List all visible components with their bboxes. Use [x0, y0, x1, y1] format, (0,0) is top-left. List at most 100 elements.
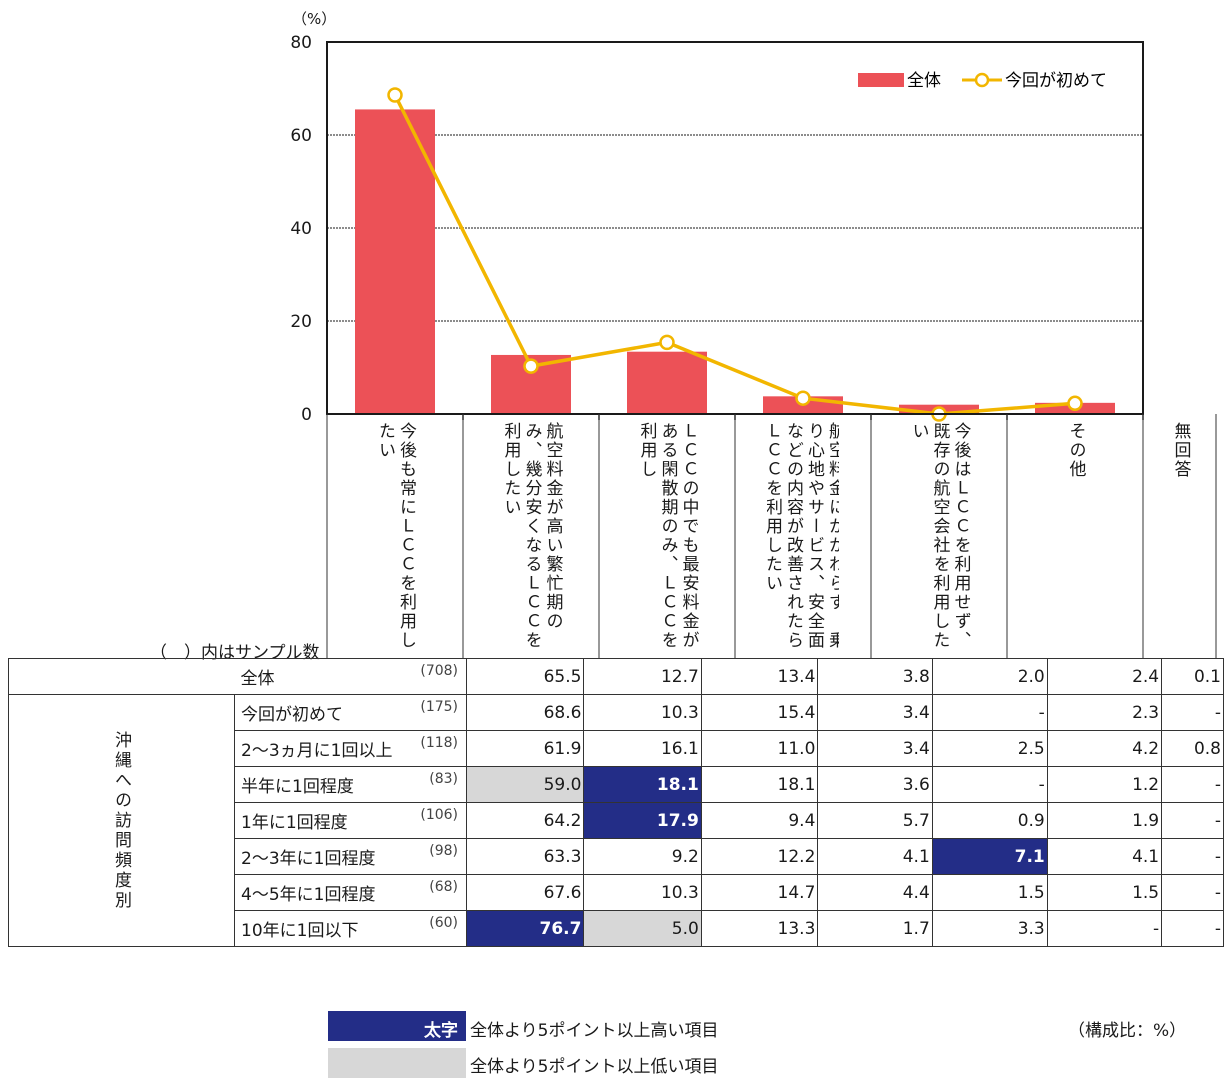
table-cell: -: [1161, 910, 1224, 947]
table-cell: -: [931, 694, 1048, 731]
column-header: 今後も常にＬＣＣを利用したい: [375, 422, 416, 650]
table-row: 2～3ヵ月に1回以上 (118) 61.9 16.1 11.0 3.4 2.5 4.2 0.8: [9, 730, 1224, 767]
column-header: 航空料金が高い繁忙期のみ、幾分安くなるＬＣＣを利用したい: [500, 422, 563, 650]
composition-note: （構成比：%）: [1068, 1021, 1187, 1041]
line-point: [795, 390, 811, 406]
table-cell: 2.5: [931, 730, 1048, 767]
y-tick-label: 0: [301, 405, 312, 425]
bars: [355, 109, 1115, 415]
table-cell: 9.4: [700, 802, 819, 839]
table-cell: -: [1161, 802, 1224, 839]
table-cell: 11.0: [700, 730, 819, 767]
row-count: (60): [396, 910, 468, 947]
row-count: (68): [396, 874, 468, 911]
row-label: 半年に1回程度: [233, 766, 397, 803]
row-label: 全体: [234, 658, 397, 695]
table-cell: 5.0: [583, 910, 702, 947]
row-count: (118): [396, 730, 468, 767]
row-label: 2～3年に1回程度: [233, 838, 397, 875]
y-unit-label: （%）: [292, 10, 336, 28]
table-row: 2～3年に1回程度 (98) 63.3 9.2 12.2 4.1 7.1 4.1-: [9, 838, 1224, 875]
table-cell: 16.1: [583, 730, 702, 767]
legend-low-swatch: [328, 1048, 466, 1078]
table-cell: 17.9: [583, 802, 702, 839]
table-cell: 13.4: [700, 658, 819, 695]
table-cell: 7.1: [931, 838, 1048, 875]
table-cell: 3.4: [817, 694, 933, 731]
table-row-total: 全体 (708) 65.5 12.7 13.4 3.8 2.0 2.4 0.1: [8, 658, 1224, 695]
table-cell: 3.4: [817, 730, 933, 767]
row-count: (708): [396, 658, 468, 695]
table-cell: 15.4: [700, 694, 819, 731]
table-cell: 10.3: [583, 694, 702, 731]
row-label: 10年に1回以下: [233, 910, 397, 947]
row-label: 1年に1回程度: [233, 802, 397, 839]
table-cell: 61.9: [466, 730, 585, 767]
table-cell: 9.2: [583, 838, 702, 875]
bar: [627, 351, 707, 414]
bar: [355, 109, 435, 415]
table-cell: -: [1161, 838, 1224, 875]
y-tick-labels: 0 20 40 60 80: [290, 33, 312, 425]
row-count: (83): [396, 766, 468, 803]
legend-swatch-bar: [858, 73, 904, 87]
table-cell: 3.3: [931, 910, 1048, 947]
table-cell: 3.6: [817, 766, 933, 803]
legend-high-swatch: 太字: [328, 1011, 466, 1041]
table-cell: -: [1046, 910, 1163, 947]
table-cell: 67.6: [466, 874, 585, 911]
line-point: [523, 358, 539, 374]
line-point: [387, 87, 403, 103]
chart-svg: 0 20 40 60 80 （%） 全体 今回が初めて: [290, 10, 1217, 658]
table-cell: 0.8: [1161, 730, 1224, 767]
y-tick-label: 20: [290, 312, 312, 332]
table-row: 沖縄への訪問頻度別 今回が初めて (175) 68.6 10.3 15.4 3.4-2.3-: [8, 694, 1224, 947]
legend-label-all: 全体: [907, 71, 941, 91]
column-header: ＬＣＣの中でも最安料金がある閑散期のみ、ＬＣＣを利用し: [636, 422, 699, 650]
table-cell: 12.7: [583, 658, 702, 695]
row-count: (106): [396, 802, 468, 839]
table-cell: 10.3: [583, 874, 702, 911]
table-cell: 18.1: [700, 766, 819, 803]
table-cell: 18.1: [583, 766, 702, 803]
bold-tag: 太字: [424, 1021, 458, 1041]
row-label-spacer: [8, 658, 235, 695]
table-cell: 0.9: [931, 802, 1048, 839]
legend: 全体 今回が初めて: [858, 71, 1107, 91]
table-cell: 14.7: [700, 874, 819, 911]
gridlines: [327, 134, 1143, 322]
table-cell: 65.5: [466, 658, 585, 695]
table-cell: 1.9: [1046, 802, 1163, 839]
table-row: 1年に1回程度 (106) 64.2 17.9 9.4 5.7 0.9 1.9-: [9, 802, 1224, 839]
table-cell: 4.1: [817, 838, 933, 875]
table-cell: 76.7: [466, 910, 585, 947]
column-header: 航空料金にかかわらず、乗り心地やサービス、安全面などの内容が改善されたらＬＣＣを…: [767, 422, 839, 650]
line-point: [659, 334, 675, 351]
table-cell: 0.1: [1161, 658, 1224, 695]
table-cell: 4.4: [817, 874, 933, 911]
table-cell: 4.1: [1046, 838, 1163, 875]
group-label: 沖縄への訪問頻度別: [8, 694, 235, 947]
table-row: 10年に1回以下 (60) 76.7 5.0 13.3 1.7 3.3- -: [9, 910, 1224, 947]
column-header: 今後はＬＣＣを利用せず、既存の航空会社を利用したい: [908, 422, 971, 650]
table-cell: 1.5: [931, 874, 1048, 911]
table-cell: 2.0: [931, 658, 1048, 695]
table-cell: 59.0: [466, 766, 585, 803]
table-cell: 2.3: [1046, 694, 1163, 731]
table-cell: -: [931, 766, 1048, 803]
line-path: [393, 94, 1076, 416]
y-tick-label: 80: [290, 33, 312, 53]
table-cell: 4.2: [1046, 730, 1163, 767]
row-count: (98): [396, 838, 468, 875]
column-header: 無回答: [1170, 422, 1191, 479]
legend-label-first: 今回が初めて: [1005, 71, 1107, 91]
legend-low-text: 全体より5ポイント以上低い項目: [470, 1057, 719, 1077]
table-cell: 3.8: [817, 658, 933, 695]
data-table: 全体 (708) 65.5 12.7 13.4 3.8 2.0 2.4 0.1 沖縄への訪問頻度別…: [8, 658, 1224, 947]
table-cell: 63.3: [466, 838, 585, 875]
column-header: その他: [1065, 422, 1086, 479]
table-cell: -: [1161, 766, 1224, 803]
table-cell: 2.4: [1046, 658, 1163, 695]
legend-marker: [974, 72, 990, 88]
row-label: 4～5年に1回程度: [233, 874, 397, 911]
